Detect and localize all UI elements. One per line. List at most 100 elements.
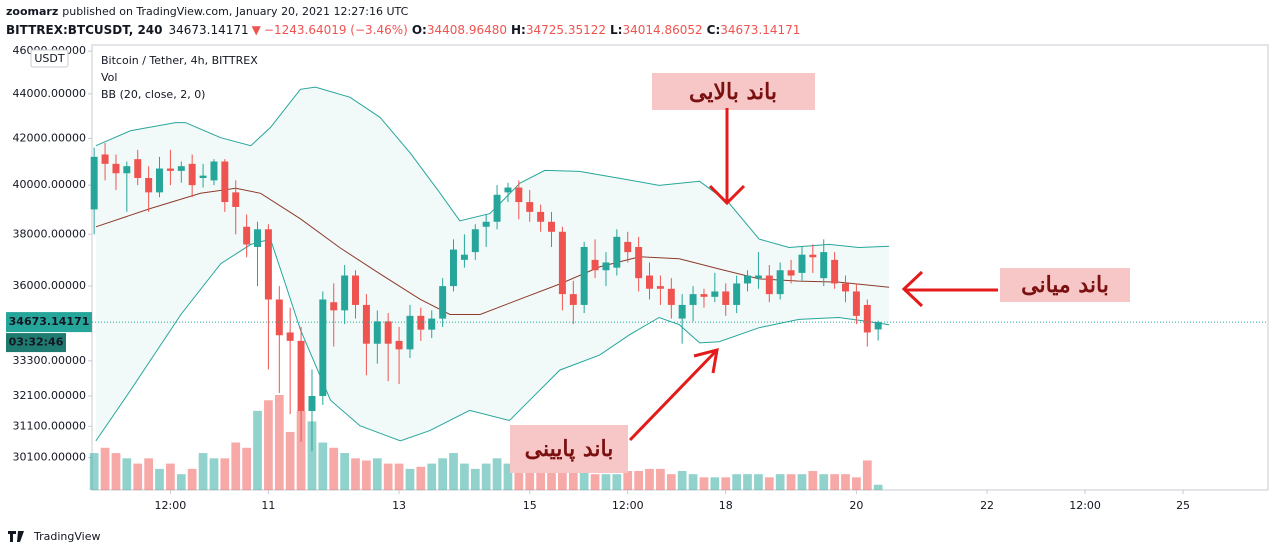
candle-body xyxy=(134,159,142,178)
arrow: ▼ xyxy=(252,23,262,37)
volume-bar xyxy=(590,474,600,490)
volume-bar xyxy=(579,466,589,490)
candle-body xyxy=(308,395,316,412)
y-tick-label: 31100.00000 xyxy=(13,419,86,432)
x-tick-label: 12:00 xyxy=(612,499,644,512)
candle-body xyxy=(90,156,98,210)
candle-body xyxy=(667,288,675,305)
volume-bar xyxy=(449,453,458,490)
candle-body xyxy=(395,340,403,350)
candle-body xyxy=(776,270,784,295)
volume-bar xyxy=(786,474,796,490)
volume-bar xyxy=(558,458,567,490)
volume-bar xyxy=(503,463,513,490)
candle-body xyxy=(449,249,457,287)
volume-bar xyxy=(187,468,197,490)
candle-body xyxy=(613,236,621,268)
candle-body xyxy=(863,304,871,333)
x-tick-label: 25 xyxy=(1176,499,1190,512)
candle-body xyxy=(210,161,218,181)
ohlc-value: 34408.96480 xyxy=(427,23,507,37)
volume-bar xyxy=(427,463,437,490)
countdown: 03:32:46 xyxy=(9,336,64,349)
currency: USDT xyxy=(34,52,65,65)
ohlc-label: O: xyxy=(412,23,427,37)
candle-body xyxy=(439,286,447,319)
candle-body xyxy=(765,275,773,295)
volume-bar xyxy=(764,477,774,490)
volume-bar xyxy=(220,458,230,490)
candle-body xyxy=(787,270,795,276)
candle-body xyxy=(188,163,196,186)
published: published on TradingView.com, January 20… xyxy=(62,5,408,18)
candle-body xyxy=(743,275,751,284)
annotation-box xyxy=(652,73,815,110)
volume-bar xyxy=(198,453,208,490)
arrow xyxy=(708,108,746,206)
candle-body xyxy=(580,246,588,305)
header-line-1: zoomarz published on TradingView.com, Jan… xyxy=(6,5,409,18)
volume-bar xyxy=(797,474,807,490)
candle-body xyxy=(286,332,294,341)
volume-bar xyxy=(645,468,654,490)
y-tick-label: 40000.00000 xyxy=(13,178,86,191)
x-tick-label: 18 xyxy=(719,499,733,512)
candle-body xyxy=(558,231,566,295)
candle-body xyxy=(145,177,153,193)
volume-bar xyxy=(710,477,720,490)
volume-bar xyxy=(852,477,861,490)
arrow xyxy=(901,270,998,308)
volume-bar xyxy=(677,471,687,490)
header-line-2: BITTREX:BTCUSDT, 240 34673.14171 ▼ −1243.64… xyxy=(6,23,800,37)
volume-bar xyxy=(460,463,469,490)
volume-bar xyxy=(111,453,121,490)
candle-body xyxy=(297,340,305,412)
candle-body xyxy=(275,299,283,336)
candle-body xyxy=(319,299,327,396)
volume-bar xyxy=(231,442,241,490)
candle-body xyxy=(112,163,120,174)
footer-logo: TradingView xyxy=(33,530,100,543)
volume-bar xyxy=(601,474,611,490)
candle-body xyxy=(199,175,207,178)
volume-bar xyxy=(470,468,480,490)
x-tick-label: 13 xyxy=(392,499,406,512)
volume-bar xyxy=(743,474,752,490)
candle-body xyxy=(711,291,719,297)
volume-bar xyxy=(721,477,731,490)
candle-body xyxy=(874,322,882,330)
annotation: باند پایینی xyxy=(525,436,614,463)
volume-bar xyxy=(514,463,524,490)
y-tick-label: 38000.00000 xyxy=(13,227,86,240)
candle-body xyxy=(493,194,501,222)
countdown-tag xyxy=(6,333,66,353)
volume-bar xyxy=(318,442,328,490)
volume-bar xyxy=(873,484,883,490)
ohlc-value: 34725.35122 xyxy=(526,23,606,37)
annotation: باند بالایی xyxy=(689,79,777,105)
volume-bar xyxy=(623,471,633,490)
price-tag-label: 34673.14171 xyxy=(9,315,90,328)
candle-body xyxy=(330,302,338,311)
ohlc-label: H: xyxy=(511,23,526,37)
candle-body xyxy=(852,291,860,316)
candle-body xyxy=(526,202,534,212)
candle-body xyxy=(547,221,555,232)
volume-bar xyxy=(372,458,382,490)
candle-body xyxy=(504,187,512,193)
legend-vol: Vol xyxy=(101,71,117,84)
ohlc-label: L: xyxy=(610,23,622,37)
candle-body xyxy=(373,321,381,344)
candle-body xyxy=(635,246,643,279)
volume-bar xyxy=(481,463,491,490)
x-tick-label: 12:00 xyxy=(155,499,187,512)
candle-body xyxy=(482,221,490,227)
publisher: zoomarz xyxy=(6,5,58,18)
legend-title: Bitcoin / Tether, 4h, BITTREX xyxy=(101,54,258,67)
volume-bar xyxy=(209,458,219,490)
candle-body xyxy=(841,283,849,292)
x-tick-label: 12:00 xyxy=(1069,499,1101,512)
candle-body xyxy=(166,168,174,171)
volume-bar xyxy=(296,410,306,490)
volume-bar xyxy=(568,468,578,490)
